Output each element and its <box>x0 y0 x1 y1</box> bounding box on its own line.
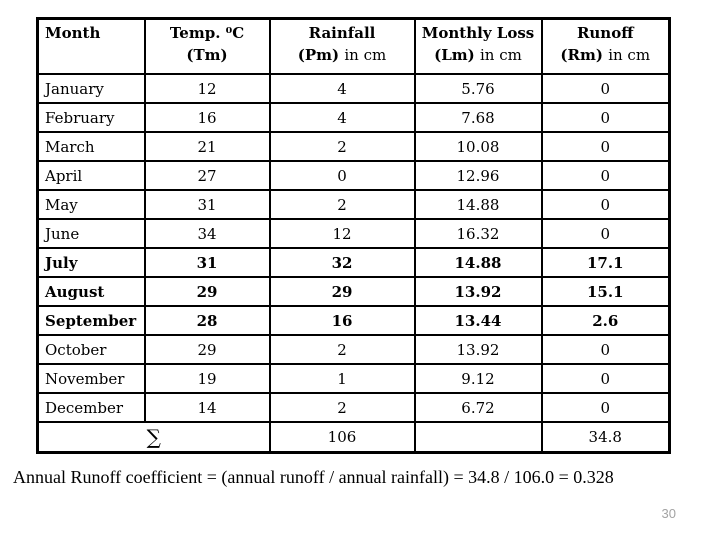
rainfall-total-cell: 106 <box>268 421 416 454</box>
runoff-cell: 17.1 <box>540 247 671 278</box>
table-row: June 34 12 16.32 0 <box>36 218 671 249</box>
temp-cell: 12 <box>143 73 271 104</box>
temp-cell: 34 <box>143 218 271 249</box>
table-row: March 21 2 10.08 0 <box>36 131 671 162</box>
runoff-total-cell: 34.8 <box>540 421 671 454</box>
loss-cell: 9.12 <box>413 363 543 394</box>
month-cell: November <box>36 363 146 394</box>
month-cell: December <box>36 392 146 423</box>
col-header-rainfall: Rainfall (Pm) in cm <box>268 17 416 75</box>
temp-cell: 21 <box>143 131 271 162</box>
col-header-month: Month <box>36 17 146 75</box>
month-cell: April <box>36 160 146 191</box>
loss-cell: 10.08 <box>413 131 543 162</box>
rainfall-cell: 2 <box>268 131 416 162</box>
table-row: October 29 2 13.92 0 <box>36 334 671 365</box>
loss-cell: 13.44 <box>413 305 543 336</box>
rainfall-cell: 0 <box>268 160 416 191</box>
sum-symbol: ∑ <box>36 421 271 454</box>
table-row: July 31 32 14.88 17.1 <box>36 247 671 278</box>
loss-total-cell <box>413 421 543 454</box>
runoff-cell: 2.6 <box>540 305 671 336</box>
runoff-cell: 0 <box>540 102 671 133</box>
runoff-cell: 0 <box>540 131 671 162</box>
month-cell: August <box>36 276 146 307</box>
rainfall-cell: 29 <box>268 276 416 307</box>
temp-cell: 31 <box>143 189 271 220</box>
runoff-cell: 0 <box>540 334 671 365</box>
month-cell: July <box>36 247 146 278</box>
loss-cell: 14.88 <box>413 189 543 220</box>
rainfall-cell: 2 <box>268 392 416 423</box>
temp-cell: 29 <box>143 276 271 307</box>
runoff-coefficient-formula: Annual Runoff coefficient = (annual runo… <box>13 467 614 487</box>
header-title: Month <box>45 24 101 42</box>
header-abbr: (Lm) <box>434 45 475 64</box>
rainfall-cell: 1 <box>268 363 416 394</box>
summary-row: ∑ 106 34.8 <box>36 421 671 454</box>
header-abbr: (Rm) <box>560 45 603 64</box>
table-row: May 31 2 14.88 0 <box>36 189 671 220</box>
col-header-monthly-loss: Monthly Loss (Lm) in cm <box>413 17 543 75</box>
header-title: Temp. ⁰C <box>169 24 245 42</box>
rainfall-cell: 12 <box>268 218 416 249</box>
month-cell: October <box>36 334 146 365</box>
loss-cell: 14.88 <box>413 247 543 278</box>
runoff-data-table: Month Temp. ⁰C (Tm) Rainfall (Pm) in cm … <box>36 17 671 454</box>
page-number: 30 <box>661 506 676 521</box>
temp-cell: 29 <box>143 334 271 365</box>
runoff-cell: 0 <box>540 189 671 220</box>
month-cell: June <box>36 218 146 249</box>
rainfall-cell: 16 <box>268 305 416 336</box>
temp-cell: 19 <box>143 363 271 394</box>
header-title: Rainfall <box>308 24 376 42</box>
col-header-runoff: Runoff (Rm) in cm <box>540 17 671 75</box>
rainfall-cell: 2 <box>268 189 416 220</box>
table-row: September 28 16 13.44 2.6 <box>36 305 671 336</box>
header-row: Month Temp. ⁰C (Tm) Rainfall (Pm) in cm … <box>36 17 671 75</box>
table-row: January 12 4 5.76 0 <box>36 73 671 104</box>
loss-cell: 5.76 <box>413 73 543 104</box>
table-row: November 19 1 9.12 0 <box>36 363 671 394</box>
month-cell: March <box>36 131 146 162</box>
header-abbr: (Pm) <box>297 45 340 64</box>
header-unit: in cm <box>608 45 651 64</box>
runoff-cell: 0 <box>540 160 671 191</box>
rainfall-cell: 32 <box>268 247 416 278</box>
table-row: December 14 2 6.72 0 <box>36 392 671 423</box>
header-title: Monthly Loss <box>421 24 535 42</box>
table-row: August 29 29 13.92 15.1 <box>36 276 671 307</box>
temp-cell: 27 <box>143 160 271 191</box>
loss-cell: 6.72 <box>413 392 543 423</box>
temp-cell: 16 <box>143 102 271 133</box>
month-cell: January <box>36 73 146 104</box>
rainfall-cell: 2 <box>268 334 416 365</box>
runoff-cell: 0 <box>540 392 671 423</box>
rainfall-cell: 4 <box>268 73 416 104</box>
table-row: February 16 4 7.68 0 <box>36 102 671 133</box>
month-cell: September <box>36 305 146 336</box>
runoff-cell: 0 <box>540 218 671 249</box>
runoff-cell: 0 <box>540 363 671 394</box>
header-abbr: (Tm) <box>186 45 228 64</box>
header-unit: in cm <box>344 45 387 64</box>
runoff-cell: 0 <box>540 73 671 104</box>
temp-cell: 31 <box>143 247 271 278</box>
month-cell: May <box>36 189 146 220</box>
loss-cell: 13.92 <box>413 276 543 307</box>
temp-cell: 28 <box>143 305 271 336</box>
loss-cell: 13.92 <box>413 334 543 365</box>
loss-cell: 16.32 <box>413 218 543 249</box>
month-cell: February <box>36 102 146 133</box>
header-unit: in cm <box>480 45 522 64</box>
table-row: April 27 0 12.96 0 <box>36 160 671 191</box>
temp-cell: 14 <box>143 392 271 423</box>
rainfall-cell: 4 <box>268 102 416 133</box>
loss-cell: 7.68 <box>413 102 543 133</box>
col-header-temp: Temp. ⁰C (Tm) <box>143 17 271 75</box>
runoff-cell: 15.1 <box>540 276 671 307</box>
loss-cell: 12.96 <box>413 160 543 191</box>
header-title: Runoff <box>576 24 634 42</box>
